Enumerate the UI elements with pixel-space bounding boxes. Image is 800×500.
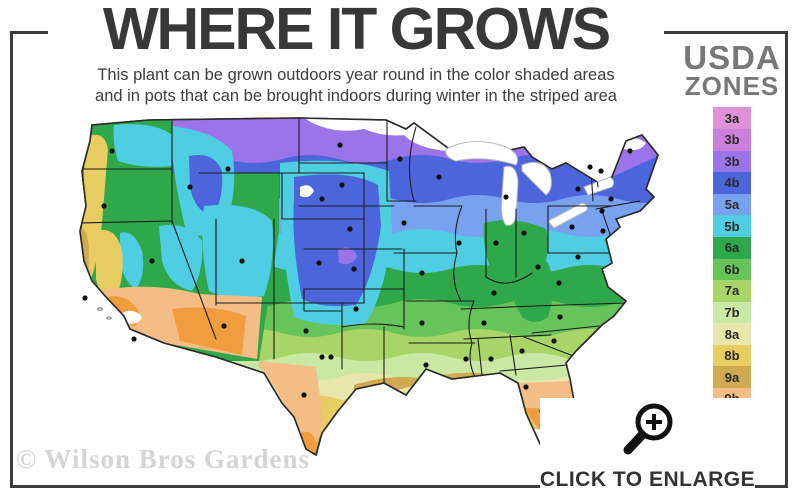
city-dot: [488, 356, 494, 362]
city-dot: [101, 203, 107, 209]
city-dot: [481, 320, 487, 326]
city-dot: [303, 328, 309, 334]
city-dot: [337, 142, 343, 148]
city-dot: [503, 194, 509, 200]
legend-zone-item: 3b: [713, 150, 751, 173]
legend-title-usda: USDA: [683, 39, 781, 76]
legend-zone-item: 9a: [713, 366, 751, 389]
click-to-enlarge-label: CLICK TO ENLARGE: [539, 468, 756, 491]
usda-zones-legend: USDA ZONES 3a3b3b4b5a5b6a6b7a7b8a8b9a9b1…: [676, 39, 788, 453]
city-dot: [587, 164, 593, 170]
city-dot: [557, 314, 563, 320]
usa-map-svg: [79, 117, 659, 462]
city-dot: [225, 166, 231, 172]
legend-zone-item: 8b: [713, 344, 751, 367]
map-coastline: [79, 117, 659, 462]
city-dot: [339, 182, 345, 188]
subtitle-line-2: and in pots that can be brought indoors …: [95, 86, 617, 105]
city-dot: [600, 228, 606, 234]
city-dot: [608, 196, 614, 202]
legend-zone-item: 5b: [713, 215, 751, 237]
city-dot: [519, 348, 525, 354]
city-dot: [551, 338, 557, 344]
city-dot: [523, 384, 529, 390]
header: WHERE IT GROWS This plant can be grown o…: [48, 0, 664, 107]
city-dot: [328, 354, 334, 360]
city-dot: [347, 226, 353, 232]
magnifier-plus-icon: [623, 403, 672, 455]
great-lakes: [445, 141, 615, 229]
city-dot: [456, 240, 462, 246]
state-borders: [80, 118, 641, 384]
city-dot: [301, 392, 307, 398]
city-dot: [319, 196, 325, 202]
city-dot: [353, 306, 359, 312]
city-dot: [351, 266, 357, 272]
legend-zone-item: 6b: [713, 258, 751, 281]
city-dot: [82, 295, 88, 301]
city-dot: [556, 280, 562, 286]
legend-zone-item: 6a: [713, 236, 751, 259]
city-dot: [316, 260, 322, 266]
city-dot: [419, 270, 425, 276]
city-dot: [569, 224, 575, 230]
subtitle: This plant can be grown outdoors year ro…: [52, 65, 660, 106]
city-dot: [521, 230, 527, 236]
usda-zone-map[interactable]: [54, 111, 668, 473]
city-dot: [239, 258, 245, 264]
city-dot: [401, 220, 407, 226]
legend-zone-item: 7b: [713, 301, 751, 324]
city-dot: [109, 148, 115, 154]
city-dot: [419, 320, 425, 326]
page-title: WHERE IT GROWS: [102, 0, 611, 62]
legend-title-zones: ZONES: [684, 71, 780, 102]
city-dot: [436, 174, 442, 180]
city-dot: [493, 240, 499, 246]
legend-zone-item: 3a: [713, 107, 751, 129]
city-dot: [149, 258, 155, 264]
city-dot: [491, 290, 497, 296]
city-dot: [131, 336, 137, 342]
city-dot: [575, 254, 581, 260]
city-dot: [599, 208, 605, 214]
city-dot: [627, 148, 633, 154]
city-dot: [535, 264, 541, 270]
legend-zone-item: 5a: [713, 193, 751, 216]
legend-zone-item: 7a: [713, 280, 751, 302]
city-dot: [319, 354, 325, 360]
legend-zone-item: 3b: [713, 128, 751, 151]
city-dot: [187, 184, 193, 190]
city-dot: [463, 356, 469, 362]
city-dot: [423, 362, 429, 368]
legend-zone-item: 4b: [713, 172, 751, 194]
city-dot: [221, 323, 227, 329]
watermark: © Wilson Bros Gardens: [16, 444, 310, 474]
channel-islands: [97, 307, 112, 320]
click-to-enlarge-control[interactable]: CLICK TO ENLARGE: [540, 398, 755, 492]
city-dot: [397, 156, 403, 162]
legend-zone-item: 8a: [713, 323, 751, 345]
subtitle-line-1: This plant can be grown outdoors year ro…: [97, 66, 615, 84]
city-dot: [575, 186, 581, 192]
city-dot: [598, 168, 604, 174]
